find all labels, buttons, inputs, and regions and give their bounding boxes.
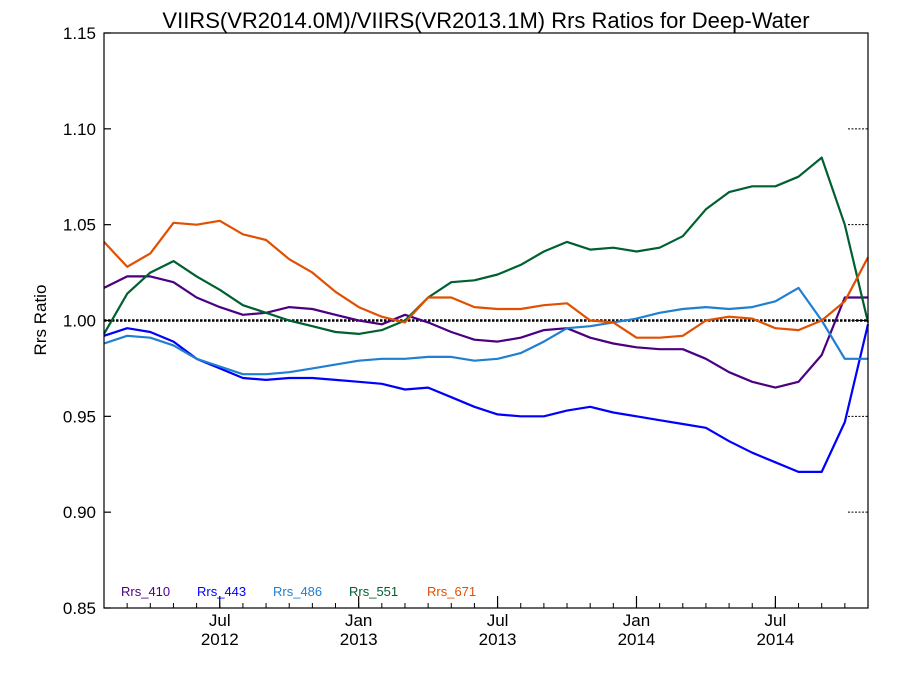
series-layer [103,156,870,473]
y-tick-label: 0.95 [63,407,96,426]
series-line-rrs-486 [103,286,868,376]
legend-entry-rrs-443: Rrs_443 [197,584,246,599]
axes-layer: 0.850.900.951.001.051.101.15Jul2012Jan20… [63,24,869,649]
x-tick-month-label: Jul [487,611,509,630]
series-line-rrs-671 [103,219,869,339]
y-axis-label: Rrs Ratio [31,285,50,356]
x-tick-year-label: 2013 [340,630,378,649]
y-tick-label: 0.90 [63,503,96,522]
x-tick-year-label: 2014 [756,630,794,649]
legend: Rrs_410 Rrs_443 Rrs_486 Rrs_551 Rrs_671 [121,584,476,599]
y-tick-label: 1.10 [63,120,96,139]
y-tick-label: 1.15 [63,24,96,43]
x-tick-month-label: Jan [623,611,650,630]
x-tick-month-label: Jul [209,611,231,630]
legend-entry-rrs-551: Rrs_551 [349,584,398,599]
y-tick-label: 0.85 [63,599,96,618]
y-tick-label: 1.00 [63,312,96,331]
legend-entry-rrs-671: Rrs_671 [427,584,476,599]
legend-entry-rrs-410: Rrs_410 [121,584,170,599]
y-tick-label: 1.05 [63,216,96,235]
series-line-rrs-443 [103,324,870,473]
series-line-rrs-551 [103,156,870,335]
x-tick-year-label: 2014 [618,630,656,649]
x-tick-month-label: Jul [765,611,787,630]
legend-entry-rrs-486: Rrs_486 [273,584,322,599]
x-tick-month-label: Jan [345,611,372,630]
chart-title: VIIRS(VR2014.0M)/VIIRS(VR2013.1M) Rrs Ra… [162,8,809,33]
x-tick-year-label: 2013 [479,630,517,649]
x-tick-year-label: 2012 [201,630,239,649]
series-line-rrs-410 [103,275,868,389]
